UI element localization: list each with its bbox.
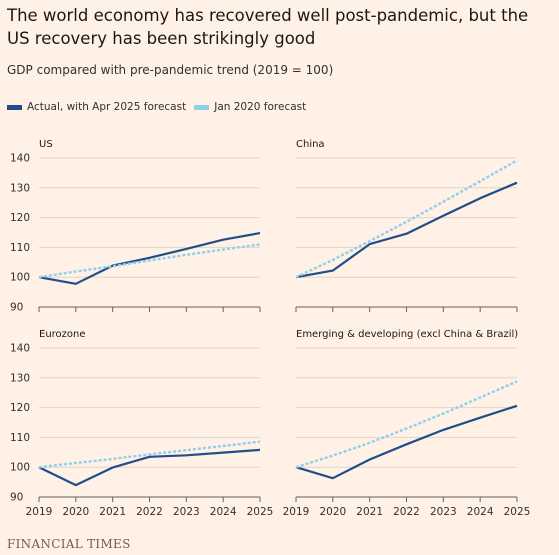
x-tick-label: 2022 xyxy=(136,506,163,518)
legend-item-jan2020: Jan 2020 forecast xyxy=(194,101,306,113)
y-tick-label: 110 xyxy=(10,432,30,444)
y-tick-label: 110 xyxy=(10,242,30,254)
x-tick-label: 2023 xyxy=(173,506,200,518)
chart-subtitle: GDP compared with pre-pandemic trend (20… xyxy=(7,63,334,77)
panel-2-series-jan2020-forecast xyxy=(295,159,518,279)
x-tick-label: 2020 xyxy=(319,506,346,518)
x-tick-label: 2024 xyxy=(467,506,494,518)
source-credit: FINANCIAL TIMES xyxy=(7,537,131,551)
legend-swatch-actual xyxy=(7,104,22,110)
panel-2-title: China xyxy=(296,139,325,150)
panel-4-series-actual xyxy=(295,404,518,480)
legend-item-actual: Actual, with Apr 2025 forecast xyxy=(7,101,186,113)
panel-3-series-actual xyxy=(38,448,261,487)
x-tick-label: 2024 xyxy=(210,506,237,518)
chart-title: The world economy has recovered well pos… xyxy=(7,6,529,48)
legend-label-actual: Actual, with Apr 2025 forecast xyxy=(27,101,187,113)
x-tick-label: 2021 xyxy=(356,506,383,518)
x-tick-label: 2025 xyxy=(504,506,531,518)
panel-1-title: US xyxy=(39,139,53,150)
y-tick-label: 140 xyxy=(10,343,30,355)
y-tick-label: 120 xyxy=(10,402,30,414)
x-tick-label: 2019 xyxy=(26,506,53,518)
panel-3-title: Eurozone xyxy=(39,329,86,340)
legend-label-jan2020: Jan 2020 forecast xyxy=(214,101,307,113)
y-tick-label: 100 xyxy=(10,272,30,284)
y-tick-label: 90 xyxy=(10,302,23,314)
panel-1-series-actual xyxy=(38,232,261,285)
y-tick-label: 120 xyxy=(10,212,30,224)
y-tick-label: 100 xyxy=(10,462,30,474)
x-tick-label: 2021 xyxy=(99,506,126,518)
y-tick-label: 140 xyxy=(10,153,30,165)
panel-2-series-actual xyxy=(295,181,518,279)
x-tick-label: 2019 xyxy=(283,506,310,518)
panel-4-series-jan2020-forecast xyxy=(295,380,518,469)
legend: Actual, with Apr 2025 forecast Jan 2020 … xyxy=(7,101,314,113)
y-tick-label: 130 xyxy=(10,372,30,384)
x-tick-label: 2023 xyxy=(430,506,457,518)
legend-swatch-jan2020 xyxy=(194,104,210,110)
panel-3-series-jan2020-forecast xyxy=(38,440,261,469)
y-tick-label: 130 xyxy=(10,182,30,194)
y-tick-label: 90 xyxy=(10,492,23,504)
x-tick-label: 2020 xyxy=(62,506,89,518)
x-tick-label: 2025 xyxy=(247,506,274,518)
panel-1-series-jan2020-forecast xyxy=(38,243,261,279)
panel-4-title: Emerging & developing (excl China & Braz… xyxy=(296,329,518,340)
x-tick-label: 2022 xyxy=(393,506,420,518)
